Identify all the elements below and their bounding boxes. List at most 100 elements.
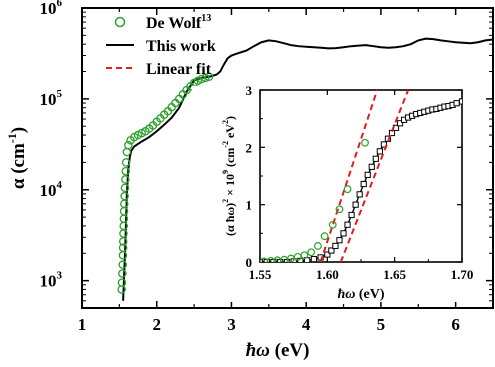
- main-plot-frame: [81, 7, 494, 309]
- main-series-de-wolf-point: [121, 158, 131, 167]
- main-y-tick-label: 104: [40, 179, 63, 200]
- legend-label-text: Linear fit: [146, 61, 212, 78]
- inset-series-de-wolf-point: [361, 138, 369, 147]
- inset-y-axis-tail: eV: [223, 124, 237, 141]
- main-series-de-wolf-point: [121, 166, 130, 176]
- inset-series-de-wolf-point: [328, 220, 337, 229]
- inset-series-this-work-point: [348, 211, 355, 219]
- main-series-de-wolf-point: [118, 243, 128, 253]
- main-series-de-wolf-point: [121, 175, 130, 184]
- inset-y-axis-unit: (cm: [223, 148, 237, 170]
- inset-series-this-work-point: [384, 135, 392, 142]
- main-series-de-wolf-point: [120, 191, 129, 201]
- inset-y-tick-label: 3: [246, 83, 253, 98]
- inset-series-this-work-point: [376, 148, 383, 155]
- inset-series-this-work-point: [396, 120, 404, 127]
- inset-series-this-work-point: [453, 100, 460, 107]
- inset-background: [192, 86, 466, 302]
- main-series-de-wolf-point: [118, 260, 127, 269]
- legend-label: This work: [146, 38, 216, 55]
- main-y-axis-close: ): [8, 127, 29, 133]
- inset-series-this-work-point: [368, 163, 375, 170]
- main-y-tick-base: 10: [40, 272, 57, 291]
- inset-series-this-work-point: [364, 171, 371, 178]
- main-x-axis-symbol: ħω: [246, 340, 271, 361]
- inset-y-tick-label: 0: [246, 255, 253, 270]
- inset-x-axis-symbol: ħω: [337, 287, 355, 302]
- main-series-de-wolf-point: [124, 140, 133, 150]
- inset-series-this-work-point: [372, 155, 379, 162]
- main-series-de-wolf-point: [118, 269, 127, 278]
- inset-series-de-wolf-point: [335, 205, 344, 214]
- main-y-tick-exp: 4: [57, 179, 63, 191]
- main-x-axis-title: ħω (eV): [246, 340, 310, 361]
- inset-x-axis-unit: (eV): [359, 287, 385, 302]
- main-x-tick-label: 4: [302, 315, 311, 334]
- inset-series-this-work-point: [340, 230, 347, 237]
- main-x-tick-label: 6: [451, 315, 460, 334]
- main-series-de-wolf-point: [122, 147, 132, 157]
- inset-series-de-wolf-point: [343, 185, 352, 194]
- inset-series-this-work-point: [344, 221, 351, 228]
- inset-series-this-work-point: [380, 141, 387, 148]
- main-legend: De Wolf13 This work Linear fit: [106, 13, 216, 78]
- main-series-this-work-line: [122, 37, 493, 301]
- main-plot-area: [117, 37, 493, 301]
- main-y-tick-label: 103: [40, 270, 63, 291]
- main-series-de-wolf-point: [117, 278, 127, 287]
- inset-y-axis-tail-exp: 2: [221, 120, 230, 124]
- main-series-de-wolf-point: [204, 72, 214, 82]
- inset-series-this-work-point: [328, 247, 335, 254]
- inset-x-tick-label: 1.60: [316, 267, 339, 282]
- inset-series-this-work-point: [458, 98, 462, 105]
- main-y-tick-base: 10: [40, 90, 57, 109]
- inset-x-tick-label: 1.65: [383, 267, 406, 282]
- main-series-de-wolf-point: [118, 237, 128, 246]
- main-y-axis-title: α (cm-1): [5, 127, 29, 189]
- main-y-tick-exp: 6: [57, 0, 63, 9]
- inset-series-de-wolf-point: [314, 242, 322, 250]
- inset-y-tick-label: 2: [246, 140, 253, 155]
- inset-series-de-wolf-point: [307, 248, 316, 257]
- main-x-tick-label: 1: [78, 315, 87, 334]
- inset-series-linear-fit-line: [319, 90, 379, 262]
- inset-y-axis-close: ): [223, 116, 237, 120]
- inset-series-this-work-point: [324, 251, 331, 258]
- inset-series-this-work-point: [360, 180, 367, 188]
- legend-label-text: This work: [146, 38, 216, 55]
- inset-x-axis-title: ħω (eV): [337, 287, 384, 302]
- inset-y-axis-title: (α ħω)2 × 109 (cm-2 eV2): [221, 116, 237, 236]
- main-series-de-wolf-point: [120, 183, 130, 193]
- inset-series-this-work-point: [356, 191, 363, 198]
- main-y-axis-unit-exp: -1: [5, 133, 19, 143]
- inset-chart: 1.55 1.60 1.65 1.70 0 1 2 3 ħω (eV) (α ħω)2 × 109…: [192, 83, 473, 302]
- inset-y-tick-label: 1: [246, 198, 253, 213]
- inset-series-this-work-point: [332, 242, 339, 250]
- main-series-de-wolf-point: [201, 73, 210, 83]
- main-x-axis-unit: (eV): [275, 340, 310, 361]
- legend-label: De Wolf13: [146, 13, 211, 32]
- inset-x-tick-label: 1.70: [451, 267, 474, 282]
- legend-label-text: De Wolf: [146, 15, 202, 32]
- inset-y-axis-text: (α ħω): [223, 203, 237, 236]
- inset-y-axis-sq: 2: [221, 199, 230, 203]
- main-y-axis-symbol: α: [8, 178, 29, 189]
- main-y-axis-unit: (cm: [8, 143, 29, 174]
- inset-x-tick-label: 1.55: [249, 267, 272, 282]
- inset-series-de-wolf-point: [300, 251, 309, 260]
- inset-series-linear-fit-line: [339, 90, 410, 262]
- inset-series-this-work-point: [352, 201, 359, 208]
- main-y-tick-exp: 5: [57, 88, 63, 100]
- inset-series-de-wolf-point: [320, 232, 329, 241]
- main-x-tick-label: 2: [152, 315, 161, 334]
- main-y-tick-exp: 3: [57, 270, 63, 282]
- main-x-tick-label: 5: [377, 315, 386, 334]
- main-y-tick-base: 10: [40, 181, 57, 200]
- inset-y-axis-exp: 9: [221, 170, 230, 174]
- inset-plot-area: [260, 90, 462, 262]
- main-series-de-wolf-point: [197, 74, 206, 84]
- inset-series-this-work-point: [310, 256, 317, 262]
- inset-series-this-work-point: [336, 237, 343, 244]
